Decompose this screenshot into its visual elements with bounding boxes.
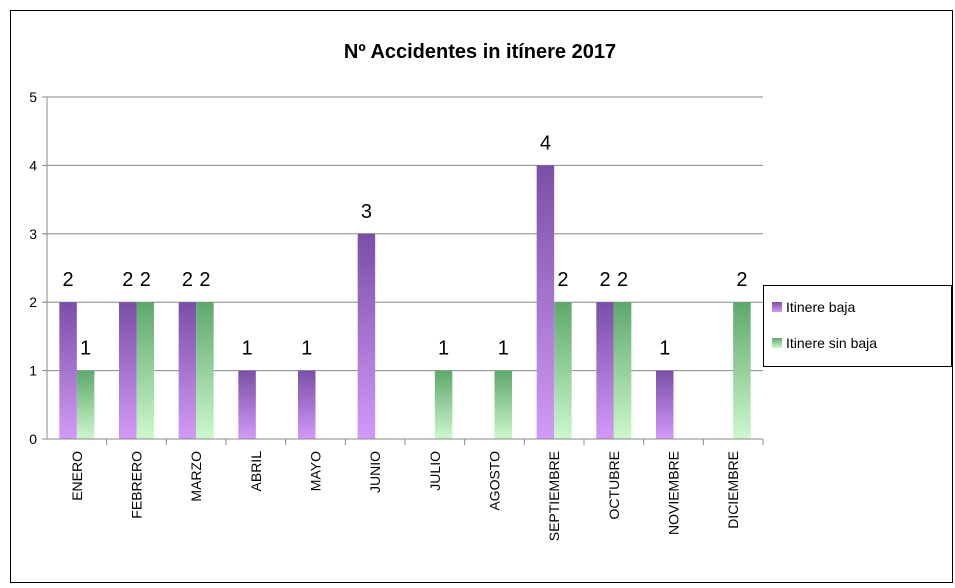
data-label: 1 bbox=[80, 338, 91, 360]
y-tick-label: 3 bbox=[29, 226, 37, 242]
data-label: 1 bbox=[659, 338, 670, 360]
x-tick-label: AGOSTO bbox=[487, 451, 503, 511]
data-label: 2 bbox=[182, 269, 193, 291]
y-tick-label: 0 bbox=[29, 431, 37, 447]
data-label: 1 bbox=[438, 338, 449, 360]
x-tick-label: FEBRERO bbox=[129, 451, 145, 519]
x-tick-label: SEPTIEMBRE bbox=[546, 451, 562, 541]
data-label: 2 bbox=[557, 269, 568, 291]
bar bbox=[554, 302, 572, 439]
legend-swatch bbox=[772, 302, 782, 312]
data-label: 4 bbox=[540, 132, 551, 154]
data-label: 2 bbox=[199, 269, 210, 291]
bar bbox=[434, 370, 453, 439]
x-tick-label: MAYO bbox=[308, 451, 324, 491]
legend-box bbox=[763, 285, 952, 367]
bar bbox=[76, 370, 95, 439]
data-label: 2 bbox=[736, 269, 747, 291]
data-label: 2 bbox=[63, 269, 74, 291]
x-tick-label: ABRIL bbox=[248, 451, 264, 492]
x-tick-label: DICIEMBRE bbox=[725, 451, 741, 529]
bar bbox=[298, 370, 316, 439]
bar bbox=[178, 302, 197, 439]
data-label: 2 bbox=[600, 269, 611, 291]
y-tick-label: 4 bbox=[29, 157, 37, 173]
bar bbox=[136, 302, 154, 439]
x-tick-label: OCTUBRE bbox=[606, 451, 622, 519]
bar bbox=[119, 302, 137, 439]
x-tick-label: JULIO bbox=[427, 451, 443, 491]
bar bbox=[494, 370, 512, 439]
x-tick-label: NOVIEMBRE bbox=[666, 451, 682, 535]
y-tick-label: 1 bbox=[29, 363, 37, 379]
bar bbox=[656, 370, 674, 439]
bar bbox=[596, 302, 614, 439]
legend-label: Itinere baja bbox=[786, 299, 855, 315]
bar bbox=[733, 302, 751, 439]
data-label: 2 bbox=[122, 269, 133, 291]
y-tick-label: 2 bbox=[29, 294, 37, 310]
y-tick-label: 5 bbox=[29, 89, 37, 105]
bar bbox=[536, 165, 555, 439]
chart-title: Nº Accidentes in itínere 2017 bbox=[344, 41, 616, 63]
bar bbox=[59, 302, 77, 439]
x-tick-label: JUNIO bbox=[367, 451, 383, 493]
bar bbox=[613, 302, 632, 439]
data-label: 1 bbox=[498, 338, 509, 360]
data-label: 1 bbox=[301, 338, 312, 360]
data-label: 3 bbox=[361, 201, 372, 223]
legend-label: Itinere sin baja bbox=[786, 335, 877, 351]
bar bbox=[238, 370, 256, 439]
x-tick-label: MARZO bbox=[188, 451, 204, 502]
data-label: 2 bbox=[140, 269, 151, 291]
bar bbox=[196, 302, 214, 439]
data-label: 1 bbox=[242, 338, 253, 360]
bar bbox=[357, 233, 376, 439]
data-label: 2 bbox=[617, 269, 628, 291]
legend-swatch bbox=[772, 338, 782, 348]
x-tick-label: ENERO bbox=[69, 451, 85, 501]
